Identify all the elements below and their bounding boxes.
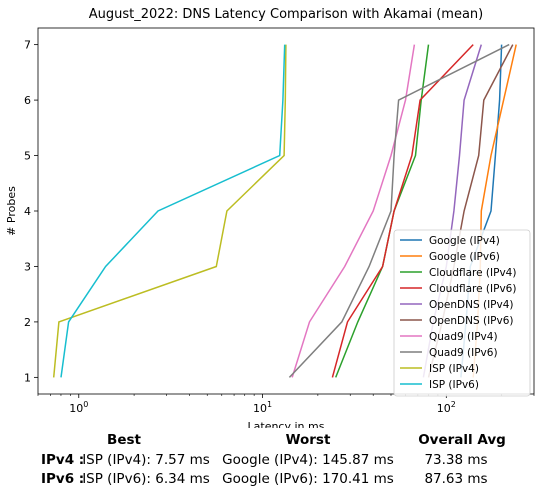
series-line-isp-ipv6 [60, 44, 286, 378]
x-tick-label: 100 [69, 400, 88, 415]
y-tick-label: 4 [24, 205, 31, 218]
x-axis-label: Latency in ms [248, 420, 325, 428]
chart-title: August_2022: DNS Latency Comparison with… [89, 7, 483, 22]
legend-label-google-ipv4: Google (IPv4) [429, 235, 500, 247]
legend-label-cloudflare-ipv4: Cloudflare (IPv4) [429, 267, 516, 279]
y-tick-label: 5 [24, 150, 31, 163]
legend-label-quad9-ipv4: Quad9 (IPv4) [429, 331, 498, 343]
ipv4-avg: 73.38 ms [424, 452, 488, 468]
overall-avg-header: Overall Avg [418, 432, 506, 448]
y-tick-label: 1 [24, 371, 31, 384]
legend-label-opendns-ipv4: OpenDNS (IPv4) [429, 299, 514, 311]
x-tick-label: 102 [437, 400, 456, 415]
series-line-isp-ipv4 [52, 44, 287, 378]
ipv4-best: ISP (IPv4): 7.57 ms [82, 452, 210, 468]
legend-label-cloudflare-ipv6: Cloudflare (IPv6) [429, 283, 516, 295]
ipv6-worst: Google (IPv6): 170.41 ms [222, 471, 394, 487]
x-tick-label: 101 [253, 400, 272, 415]
series-layer [52, 43, 517, 378]
best-header: Best [107, 432, 141, 448]
legend-box [393, 229, 531, 397]
legend-label-isp-ipv4: ISP (IPv4) [429, 363, 479, 375]
ipv4-worst: Google (IPv4): 145.87 ms [222, 452, 394, 468]
y-tick-label: 3 [24, 260, 31, 273]
ipv6-avg: 87.63 ms [424, 471, 488, 487]
ipv4-row-label: IPv4 : [41, 452, 85, 468]
legend-label-google-ipv6: Google (IPv6) [429, 251, 500, 263]
worst-header: Worst [285, 432, 331, 448]
ipv6-best: ISP (IPv6): 6.34 ms [82, 471, 210, 487]
series-line-cloudflare-ipv6 [331, 44, 474, 378]
y-tick-label: 6 [24, 94, 31, 107]
latency-line-chart: August_2022: DNS Latency Comparison with… [5, 7, 535, 428]
legend-label-quad9-ipv6: Quad9 (IPv6) [429, 347, 498, 359]
legend-label-isp-ipv6: ISP (IPv6) [429, 379, 479, 391]
y-tick-label: 2 [24, 316, 31, 329]
legend-label-opendns-ipv6: OpenDNS (IPv6) [429, 315, 514, 327]
y-axis-label: # Probes [5, 186, 18, 236]
ipv6-row-label: IPv6 : [41, 471, 85, 487]
series-line-quad9-ipv6 [288, 43, 510, 378]
summary-table: Best Worst Overall Avg IPv4 : ISP (IPv4)… [0, 428, 541, 496]
series-line-quad9-ipv4 [291, 44, 416, 378]
legend: Google (IPv4) Google (IPv6) Cloudflare (IP… [393, 229, 531, 397]
y-tick-label: 7 [24, 39, 31, 52]
